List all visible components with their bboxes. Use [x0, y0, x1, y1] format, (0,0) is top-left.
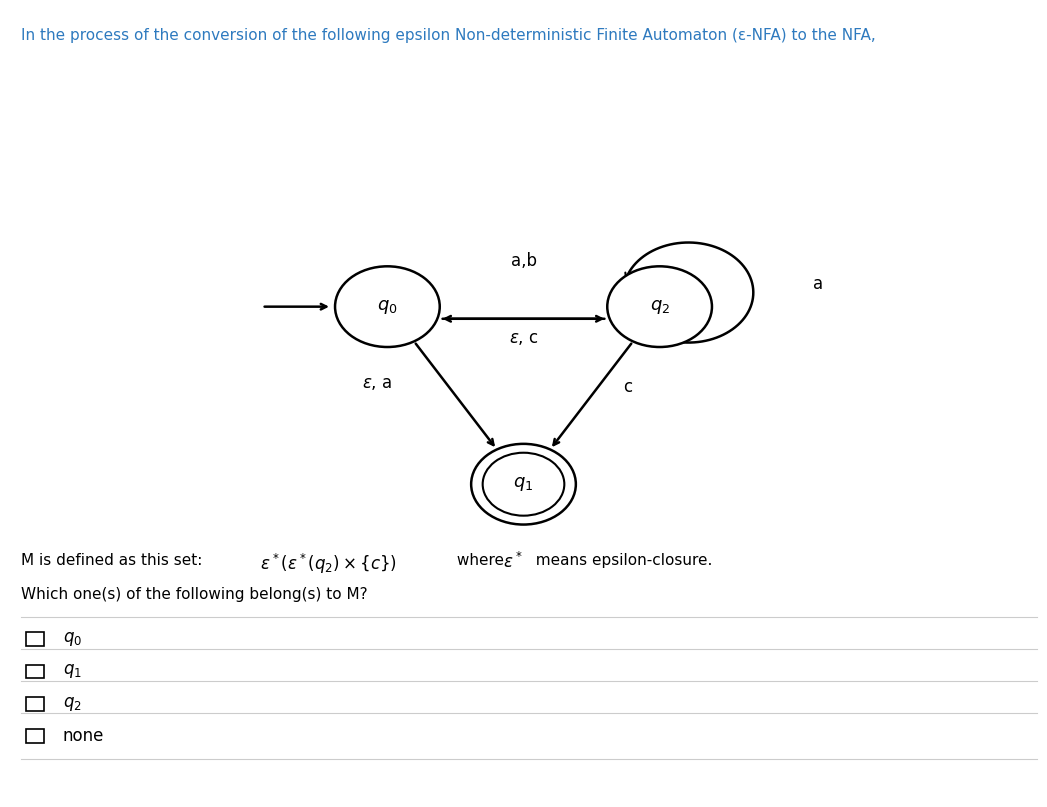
Text: $\varepsilon$, c: $\varepsilon$, c: [509, 329, 538, 347]
FancyBboxPatch shape: [26, 696, 44, 711]
Text: $\varepsilon^*$: $\varepsilon^*$: [503, 552, 522, 572]
Text: means epsilon-closure.: means epsilon-closure.: [526, 553, 712, 568]
Circle shape: [335, 266, 440, 347]
Text: $q_0$: $q_0$: [377, 298, 398, 316]
Text: $q_1$: $q_1$: [63, 663, 82, 680]
Text: $\varepsilon^*(\varepsilon^*(q_2) \times \{c\})$: $\varepsilon^*(\varepsilon^*(q_2) \times…: [260, 552, 397, 576]
Text: none: none: [63, 727, 105, 745]
FancyBboxPatch shape: [26, 633, 44, 646]
Text: Which one(s) of the following belong(s) to M?: Which one(s) of the following belong(s) …: [21, 587, 367, 603]
Text: M is defined as this set:: M is defined as this set:: [21, 553, 213, 568]
FancyBboxPatch shape: [26, 730, 44, 742]
Text: where: where: [452, 553, 509, 568]
Text: a,b: a,b: [511, 253, 536, 270]
Text: In the process of the conversion of the following epsilon Non-deterministic Fini: In the process of the conversion of the …: [21, 28, 875, 44]
Text: $\varepsilon$, a: $\varepsilon$, a: [362, 374, 392, 392]
Text: $q_2$: $q_2$: [63, 695, 82, 713]
Text: a: a: [812, 275, 823, 293]
Circle shape: [607, 266, 712, 347]
Text: $q_0$: $q_0$: [63, 630, 82, 648]
Circle shape: [471, 444, 576, 525]
Text: $q_1$: $q_1$: [513, 475, 534, 493]
Text: $q_2$: $q_2$: [649, 298, 670, 316]
Text: c: c: [623, 378, 632, 396]
FancyBboxPatch shape: [26, 665, 44, 678]
